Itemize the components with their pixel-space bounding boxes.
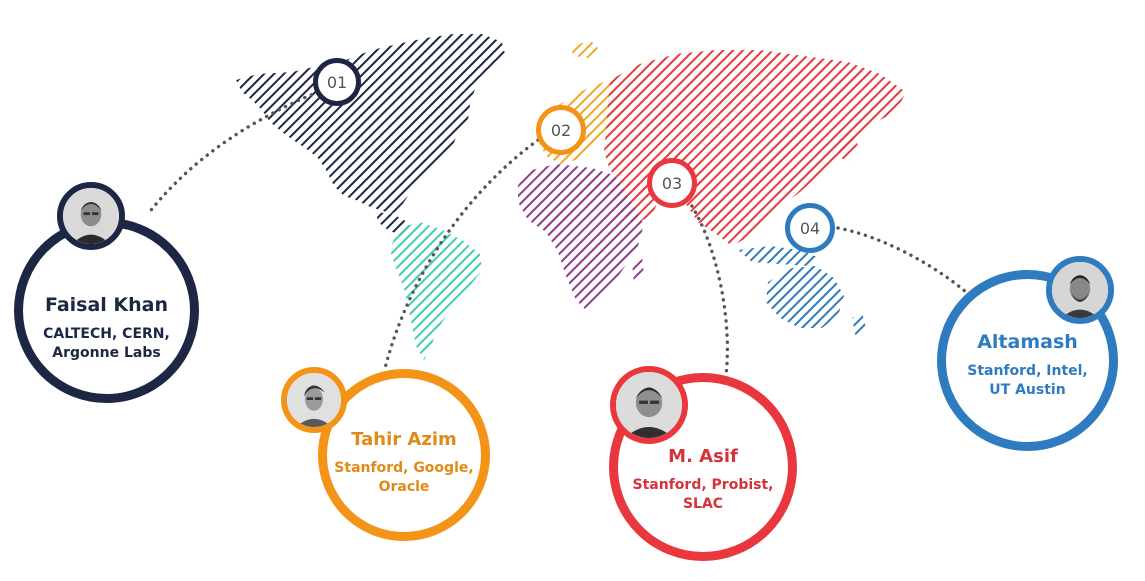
person-name: Altamash [977, 331, 1078, 354]
new-zealand-region [852, 312, 866, 338]
marker-02: 02 [536, 105, 586, 155]
person-card-faisal-khan: Faisal Khan CALTECH, CERN, Argonne Labs [14, 218, 199, 403]
person-name: M. Asif [668, 446, 738, 468]
connector-04 [836, 226, 968, 294]
altamash-avatar-icon [1046, 256, 1114, 324]
marker-03: 03 [647, 158, 697, 208]
marker-number: 03 [661, 173, 683, 193]
marker-number: 04 [799, 218, 821, 238]
person-card-m-asif: M. Asif Stanford, Probist, SLAC [609, 373, 797, 561]
north-america-region [236, 34, 506, 214]
japan-region [838, 128, 858, 162]
marker-04: 04 [785, 203, 835, 253]
connector-01 [146, 90, 320, 216]
south-america-region [390, 222, 482, 360]
person-name: Tahir Azim [351, 429, 457, 451]
marker-01: 01 [313, 58, 361, 106]
connector-03 [690, 204, 730, 378]
madagascar-region [632, 256, 644, 284]
africa-region [518, 164, 644, 312]
marker-number: 02 [550, 120, 572, 140]
faisal-khan-avatar-icon [57, 182, 125, 250]
scandinavia-region [570, 40, 600, 58]
person-affiliations: Stanford, Intel, UT Austin [967, 363, 1088, 398]
marker-number: 01 [326, 72, 348, 92]
person-affiliations: Stanford, Probist, SLAC [632, 476, 774, 512]
tahir-azim-avatar-icon [281, 367, 347, 433]
m-asif-avatar-icon [610, 366, 688, 444]
person-affiliations: Stanford, Google, Oracle [334, 459, 474, 495]
person-name: Faisal Khan [44, 294, 169, 317]
australia-region [766, 266, 844, 328]
person-affiliations: CALTECH, CERN, Argonne Labs [43, 326, 170, 361]
connector-02 [382, 138, 540, 374]
